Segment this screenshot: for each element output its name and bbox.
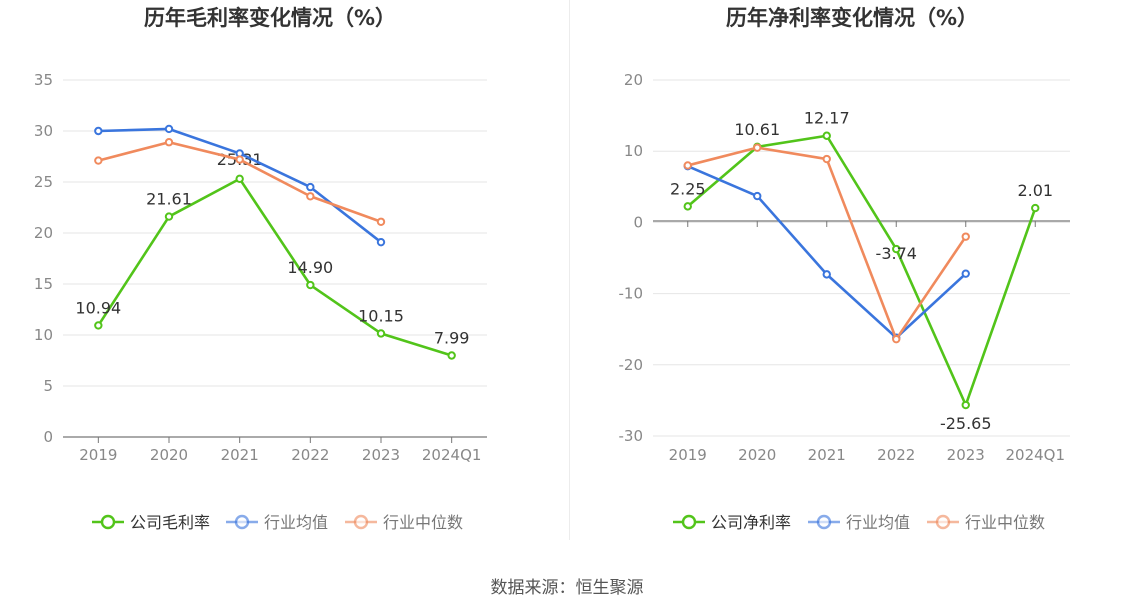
- chart1-data-point: [94, 126, 103, 136]
- chart1-data-point: [94, 156, 103, 165]
- chart1-data-point: [235, 155, 244, 164]
- chart1-y-tick-label: 35: [34, 71, 53, 89]
- chart2-data-point: [822, 131, 831, 140]
- chart2-y-tick-label: 20: [624, 71, 643, 89]
- chart2-x-tick-label: 2023: [947, 446, 985, 464]
- chart2-x-tick-label: 2019: [669, 446, 707, 464]
- chart2-data-point: [1031, 203, 1040, 213]
- chart1-data-point: [306, 192, 315, 201]
- chart2-data-point: [753, 191, 762, 201]
- chart2-data-label: 12.17: [804, 109, 850, 128]
- chart2-y-tick-label: -20: [619, 356, 644, 374]
- chart1-data-point: [306, 182, 315, 192]
- chart1-y-tick-label: 25: [34, 173, 53, 191]
- chart2-x-tick-label: 2020: [738, 446, 776, 464]
- chart2-data-point: [822, 270, 831, 279]
- chart1-y-tick-label: 15: [34, 275, 53, 293]
- chart1-data-point: [164, 138, 174, 147]
- chart2-data-label: 2.25: [670, 179, 706, 198]
- chart1-data-label: 10.94: [75, 298, 121, 317]
- chart1-x-tick-label: 2022: [291, 446, 329, 464]
- chart1-x-tick-label: 2024Q1: [422, 446, 482, 464]
- chart1-y-tick-label: 20: [34, 224, 53, 242]
- chart1-data-point: [376, 217, 386, 226]
- chart2-data-point: [822, 154, 831, 164]
- chart1-y-tick-label: 0: [43, 428, 53, 446]
- chart2-title: 历年净利率变化情况（%）: [726, 6, 978, 30]
- chart1-x-tick-label: 2020: [150, 446, 188, 464]
- chart2-legend-label: 公司净利率: [711, 513, 791, 532]
- chart2-x-tick-label: 2024Q1: [1005, 446, 1065, 464]
- chart1-legend-label: 公司毛利率: [130, 513, 210, 532]
- chart2-data-label: -3.74: [876, 244, 917, 263]
- chart2-data-point: [683, 161, 692, 170]
- chart1-data-label: 10.15: [358, 306, 404, 325]
- chart2-data-point: [961, 400, 970, 410]
- chart1-data-point: [376, 329, 386, 338]
- chart2-y-tick-label: -10: [619, 285, 644, 303]
- chart2-legend-label: 行业均值: [846, 513, 910, 532]
- chart2-x-tick-label: 2022: [877, 446, 915, 464]
- chart2-data-point: [961, 232, 970, 241]
- chart1-legend-marker-icon: [353, 514, 369, 530]
- chart2-x-tick-label: 2021: [808, 446, 846, 464]
- data-source: 数据来源：恒生聚源: [490, 578, 644, 598]
- chart1-data-label: 7.99: [434, 329, 470, 348]
- chart1-data-point: [164, 124, 174, 134]
- chart1-x-tick-label: 2021: [221, 446, 259, 464]
- chart1-legend-marker-icon: [234, 514, 250, 530]
- chart2-data-point: [892, 244, 901, 254]
- chart1-data-point: [164, 212, 174, 221]
- chart2-data-label: -25.65: [940, 414, 992, 433]
- chart1-data-label: 14.90: [287, 258, 333, 277]
- chart2-data-label: 2.01: [1017, 181, 1053, 200]
- chart2-series-line-0: [686, 134, 1037, 407]
- chart1-data-label: 21.61: [146, 190, 192, 209]
- chart2-y-tick-label: 10: [624, 142, 643, 160]
- chart1-legend-marker-icon: [100, 514, 116, 530]
- chart2-legend-marker-icon: [816, 514, 832, 530]
- chart1-data-point: [94, 321, 103, 330]
- chart2-series-line-1: [687, 164, 967, 340]
- chart2-data-point: [753, 143, 762, 152]
- chart1-data-point: [447, 351, 456, 360]
- chart1-legend-label: 行业均值: [264, 513, 328, 532]
- chart1-y-tick-label: 10: [34, 326, 53, 344]
- panel-divider: [569, 0, 570, 540]
- chart1-title: 历年毛利率变化情况（%）: [144, 6, 396, 30]
- chart2-legend-marker-icon: [681, 514, 697, 530]
- chart2-y-tick-label: -30: [619, 427, 644, 445]
- chart1-series-line-1: [98, 127, 382, 244]
- chart1-y-tick-label: 30: [34, 122, 53, 140]
- chart1-legend-label: 行业中位数: [383, 513, 463, 532]
- chart2-legend-marker-icon: [935, 514, 951, 530]
- chart2-data-label: 10.61: [734, 120, 780, 139]
- chart1-x-tick-label: 2019: [79, 446, 117, 464]
- chart2-y-tick-label: 0: [633, 213, 643, 231]
- chart2-data-point: [892, 334, 901, 344]
- chart1-data-point: [235, 174, 244, 184]
- chart1-data-point: [306, 280, 315, 290]
- chart2-data-point: [961, 269, 970, 278]
- chart1-data-point: [376, 237, 386, 247]
- chart1-series-line-0: [97, 177, 453, 357]
- chart1-y-tick-label: 5: [43, 377, 53, 395]
- chart2-legend-label: 行业中位数: [965, 513, 1045, 532]
- chart1-x-tick-label: 2023: [362, 446, 400, 464]
- chart2-data-point: [683, 202, 692, 211]
